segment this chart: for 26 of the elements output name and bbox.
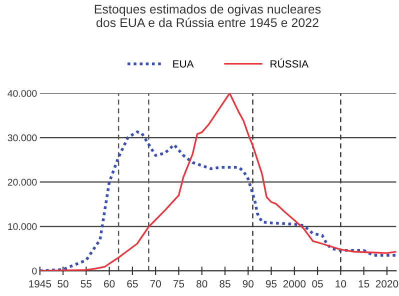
y-tick-label: 40.000 [8, 90, 37, 97]
y-tick-label: 30.000 [8, 134, 37, 142]
x-tick-label: 75 [173, 280, 184, 288]
x-tick-label: 2000 [283, 280, 306, 288]
legend-label: EUA [173, 60, 194, 68]
x-tick-label: 05 [312, 280, 323, 288]
x-tick-label: 90 [242, 280, 254, 288]
y-tick-label: 20.000 [8, 178, 37, 186]
x-tick-label: 55 [80, 280, 92, 288]
x-tick-label: 15 [358, 280, 370, 288]
x-tick-label: 10 [336, 280, 346, 288]
x-tick-label: 50 [58, 280, 68, 288]
x-tick-label: 85 [220, 280, 230, 288]
y-tick-label: 0 [32, 268, 37, 274]
y-tick-label: 10.000 [8, 223, 37, 230]
chart-title: Estoques estimados de ogivas nucleares dos EUA e da Rússia entre 1945 e 2022 [94, 4, 321, 28]
x-tick-label: 60 [104, 280, 115, 288]
x-tick-label: 65 [127, 280, 138, 288]
x-tick-label: 95 [266, 280, 277, 288]
x-tick-label: 2020 [376, 280, 398, 288]
x-tick-label: 80 [196, 280, 208, 288]
line-series [40, 93, 396, 271]
legend-label: RÚSSIA [270, 58, 309, 68]
x-tick-label: 1945 [29, 280, 52, 288]
line-series [40, 130, 396, 271]
x-tick-label: 70 [150, 280, 161, 288]
